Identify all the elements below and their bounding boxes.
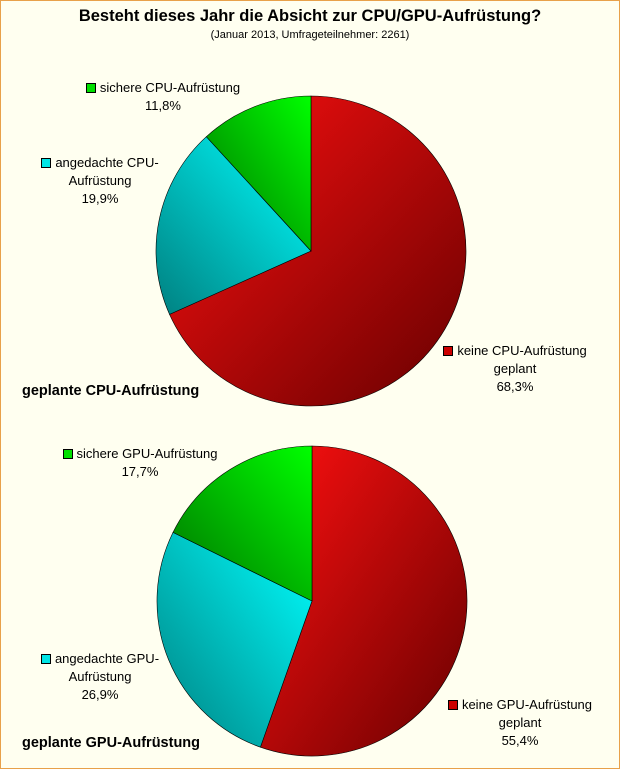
legend-swatch-red (447, 699, 458, 710)
legend-swatch-cyan (40, 653, 51, 664)
cpu-legend-none: keine CPU-Aufrüstung geplant 68,3% (425, 342, 605, 396)
legend-swatch-green (62, 448, 73, 459)
cpu-chart-title: geplante CPU-Aufrüstung (22, 383, 200, 399)
gpu-slice-sure (172, 445, 313, 602)
gpu-chart-title: geplante GPU-Aufrüstung (22, 735, 201, 751)
legend-swatch-green (85, 82, 96, 93)
gpu-legend-none: keine GPU-Aufrüstung geplant 55,4% (430, 696, 610, 750)
cpu-legend-considered: angedachte CPU- Aufrüstung 19,9% (20, 154, 180, 208)
cpu-legend-sure: sichere CPU-Aufrüstung 11,8% (68, 79, 258, 115)
gpu-legend-sure: sichere GPU-Aufrüstung 17,7% (45, 445, 235, 481)
gpu-legend-considered: angedachte GPU- Aufrüstung 26,9% (20, 650, 180, 704)
gpu-pie (156, 445, 468, 757)
cpu-slice-sure (205, 95, 312, 252)
chart-title: Besteht dieses Jahr die Absicht zur CPU/… (78, 7, 542, 25)
legend-swatch-red (443, 345, 454, 356)
cpu-slice-none (169, 95, 467, 407)
cpu-slice-considered (155, 136, 312, 315)
legend-swatch-cyan (41, 157, 52, 168)
cpu-pie (155, 95, 467, 407)
gpu-slice-considered (156, 531, 313, 748)
chart-subtitle: (Januar 2013, Umfrageteilnehmer: 2261) (210, 29, 410, 41)
